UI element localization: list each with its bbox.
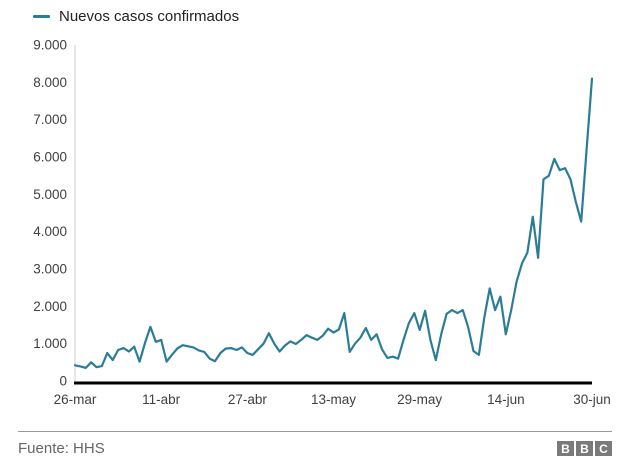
footer: Fuente: HHS B B C xyxy=(18,431,612,457)
y-tick-label: 9.000 xyxy=(33,38,67,53)
y-tick-label: 7.000 xyxy=(33,112,67,127)
legend: Nuevos casos confirmados xyxy=(33,8,239,25)
x-tick-label: 26-mar xyxy=(54,392,97,407)
line-chart: 0 1.000 2.000 3.000 4.000 5.000 6.000 7.000 8.00… xyxy=(33,38,611,408)
bbc-logo-block: B xyxy=(557,441,574,456)
y-tick-label: 0 xyxy=(59,374,67,389)
x-tick-label: 14-jun xyxy=(487,392,525,407)
y-tick-label: 4.000 xyxy=(33,224,67,239)
x-tick-label: 11-abr xyxy=(142,392,181,407)
y-tick-label: 6.000 xyxy=(33,150,67,165)
bbc-logo: B B C xyxy=(557,441,612,456)
bbc-logo-block: B xyxy=(576,441,593,456)
series-line xyxy=(73,77,594,369)
y-tick-label: 8.000 xyxy=(33,75,67,90)
x-tick-label: 27-abr xyxy=(228,392,268,407)
y-tick-label: 5.000 xyxy=(33,187,67,202)
bbc-logo-block: C xyxy=(595,441,612,456)
x-tick-label: 29-may xyxy=(397,392,442,407)
x-tick-label: 13-may xyxy=(311,392,356,407)
y-tick-label: 1.000 xyxy=(33,336,67,351)
y-tick-label: 3.000 xyxy=(33,262,67,277)
legend-label: Nuevos casos confirmados xyxy=(59,8,240,25)
y-tick-label: 2.000 xyxy=(33,299,67,314)
legend-line-swatch xyxy=(33,15,50,18)
source-text: Fuente: HHS xyxy=(18,440,105,457)
x-tick-label: 30-jun xyxy=(573,392,611,407)
